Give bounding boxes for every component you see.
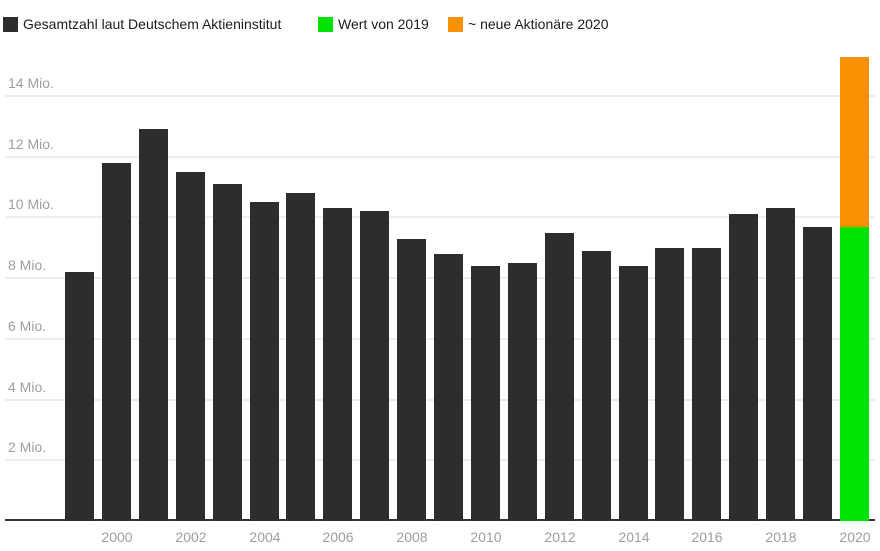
bar-2003 [213,184,242,521]
x-axis-label-2020: 2020 [839,529,871,545]
x-axis-label-2012: 2012 [544,529,576,545]
legend-swatch-value-2019 [318,16,333,32]
bar-2016 [692,248,721,521]
x-axis-label-2008: 2008 [396,529,428,545]
bar-2010 [471,266,500,521]
bar-2020-wert-von-2019 [840,227,869,521]
y-axis-label-10-mio: 10 Mio. [8,196,54,212]
bar-2014 [619,266,648,521]
legend-swatch-total [3,16,18,32]
bar-2001 [139,129,168,521]
y-axis-label-6-mio: 6 Mio. [8,318,47,334]
bar-2009 [434,254,463,521]
bar-1999 [65,272,94,521]
x-axis-label-2000: 2000 [101,529,133,545]
gridline-10-mio [5,216,875,218]
bar-2005 [286,193,315,521]
y-axis-label-4-mio: 4 Mio. [8,379,47,395]
legend-label-value-2019: Wert von 2019 [338,16,429,32]
bar-2004 [250,202,279,521]
legend-item-value-2019: Wert von 2019 [318,16,429,32]
x-axis-label-2016: 2016 [691,529,723,545]
y-axis-label-2-mio: 2 Mio. [8,439,47,455]
bar-2012 [545,233,574,521]
x-axis-label-2014: 2014 [618,529,650,545]
x-axis-label-2006: 2006 [322,529,354,545]
bar-2008 [397,239,426,521]
legend-label-total: Gesamtzahl laut Deutschem Aktieninstitut [23,16,282,32]
bar-2013 [582,251,611,521]
bar-2002 [176,172,205,521]
x-axis-label-2004: 2004 [249,529,281,545]
legend-swatch-new-2020 [448,16,463,32]
bar-2015 [655,248,684,521]
bar-2006 [323,208,352,521]
gridline-14-mio [5,95,875,97]
bar-2020-neue-aktionaere [840,57,869,227]
bar-2019 [803,227,832,521]
bar-2018 [766,208,795,521]
legend-item-new-2020: ~ neue Aktionäre 2020 [448,16,609,32]
x-axis-label-2010: 2010 [470,529,502,545]
bar-2000 [102,163,131,521]
legend-label-new-2020: ~ neue Aktionäre 2020 [468,16,609,32]
legend-item-total: Gesamtzahl laut Deutschem Aktieninstitut [3,16,281,32]
bar-2011 [508,263,537,521]
y-axis-label-14-mio: 14 Mio. [8,75,54,91]
bar-2017 [729,214,758,521]
bar-2007 [360,211,389,521]
y-axis-label-8-mio: 8 Mio. [8,257,47,273]
x-axis-label-2002: 2002 [175,529,207,545]
x-axis-label-2018: 2018 [765,529,797,545]
gridline-12-mio [5,156,875,158]
y-axis-label-12-mio: 12 Mio. [8,136,54,152]
